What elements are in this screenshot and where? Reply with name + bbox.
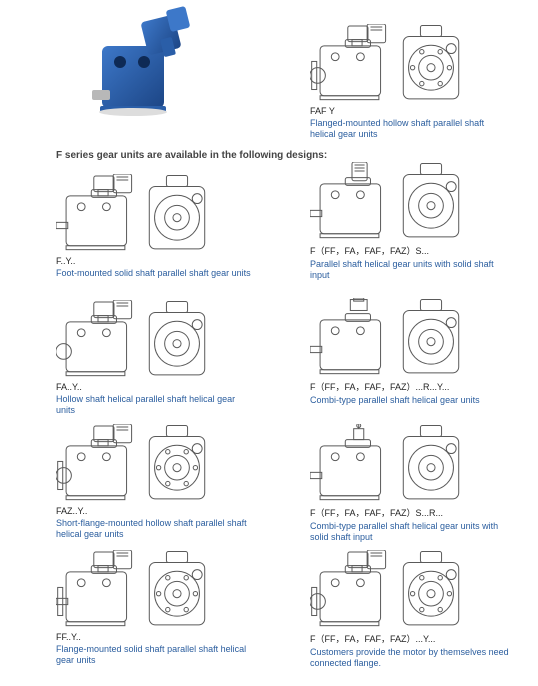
design-variant: F..Y.. Foot-mounted solid shaft parallel… <box>56 174 251 279</box>
variant-description: Parallel shaft helical gear units with s… <box>310 259 510 281</box>
gearbox-side-view-icon <box>56 424 140 502</box>
gearbox-end-view-icon <box>144 174 210 252</box>
hero-image <box>92 6 202 126</box>
gearbox-end-view-icon <box>144 300 210 378</box>
variant-code: F（FF，FA，FAF，FAZ）...R...Y... <box>310 380 480 393</box>
gearbox-side-view-icon <box>56 174 140 252</box>
gearbox-end-view-icon <box>398 24 464 102</box>
variant-code: F（FF，FA，FAF，FAZ）S...R... <box>310 506 510 519</box>
intro-text: F series gear units are available in the… <box>56 150 327 161</box>
variant-description: Combi-type parallel shaft helical gear u… <box>310 521 510 543</box>
design-variant: F（FF，FA，FAF，FAZ）S... Parallel shaft heli… <box>310 162 510 281</box>
gearbox-end-view-icon <box>398 424 464 502</box>
design-variant: FAZ..Y.. Short-flange-mounted hollow sha… <box>56 424 256 540</box>
variant-description: Combi-type parallel shaft helical gear u… <box>310 395 480 406</box>
variant-code: F（FF，FA，FAF，FAZ）S... <box>310 244 510 257</box>
gearbox-side-view-icon <box>310 298 394 376</box>
gearbox-side-view-icon <box>310 162 394 240</box>
variant-description: Flanged-mounted hollow shaft parallel sh… <box>310 118 510 140</box>
variant-code: FA..Y.. <box>56 382 256 392</box>
gearbox-side-view-icon <box>310 550 394 628</box>
gearbox-end-view-icon <box>144 424 210 502</box>
variant-description: Short-flange-mounted hollow shaft parall… <box>56 518 256 540</box>
design-variant: F（FF，FA，FAF，FAZ）...R...Y... Combi-type p… <box>310 298 480 406</box>
gearbox-side-view-icon <box>310 24 394 102</box>
variant-code: FAF Y <box>310 106 510 116</box>
variant-description: Foot-mounted solid shaft parallel shaft … <box>56 268 251 279</box>
design-variant: FA..Y.. Hollow shaft helical parallel sh… <box>56 300 256 416</box>
gearbox-end-view-icon <box>398 550 464 628</box>
design-variant: FAF Y Flanged-mounted hollow shaft paral… <box>310 24 510 140</box>
gearbox-end-view-icon <box>398 298 464 376</box>
design-variant: FF..Y.. Flange-mounted solid shaft paral… <box>56 550 256 666</box>
design-variant: F（FF，FA，FAF，FAZ）...Y... Customers provid… <box>310 550 510 669</box>
variant-description: Customers provide the motor by themselve… <box>310 647 510 669</box>
variant-code: FAZ..Y.. <box>56 506 256 516</box>
gearbox-side-view-icon <box>56 550 140 628</box>
variant-description: Hollow shaft helical parallel shaft heli… <box>56 394 256 416</box>
gearbox-side-view-icon <box>56 300 140 378</box>
variant-description: Flange-mounted solid shaft parallel shaf… <box>56 644 256 666</box>
gearbox-end-view-icon <box>144 550 210 628</box>
gearbox-end-view-icon <box>398 162 464 240</box>
gearbox-side-view-icon <box>310 424 394 502</box>
variant-code: F（FF，FA，FAF，FAZ）...Y... <box>310 632 510 645</box>
design-variant: F（FF，FA，FAF，FAZ）S...R... Combi-type para… <box>310 424 510 543</box>
variant-code: FF..Y.. <box>56 632 256 642</box>
variant-code: F..Y.. <box>56 256 251 266</box>
